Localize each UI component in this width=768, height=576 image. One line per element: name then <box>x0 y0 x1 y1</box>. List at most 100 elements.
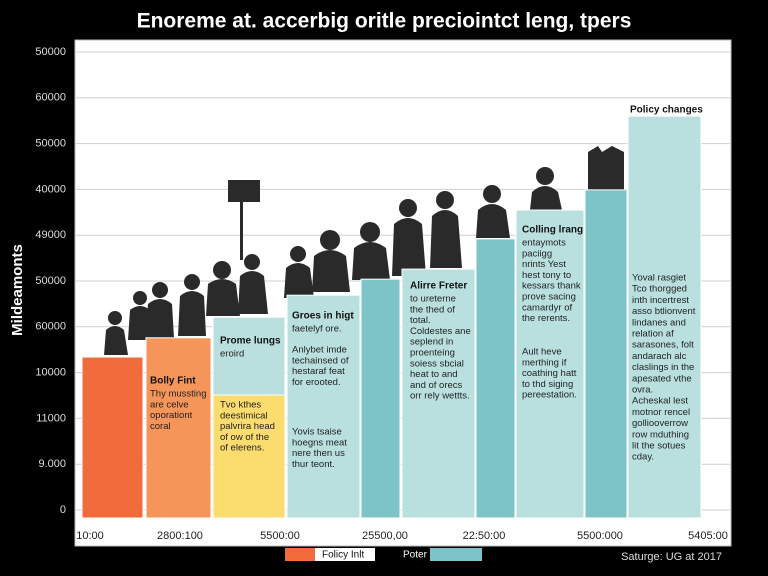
annotation-line: sarasones, folt <box>632 340 694 351</box>
annotation-line: inth incertrest <box>632 295 689 306</box>
legend: Folicy Inlt Poter <box>285 548 482 561</box>
annotation-line: the thed of <box>410 304 455 315</box>
annotation-line: the rerents. <box>522 313 570 324</box>
x-tick-label: 22:50:00 <box>463 530 506 542</box>
source: Saturge: UG at 2017 <box>621 551 722 563</box>
y-tick-label: 49000 <box>35 229 66 241</box>
annotation-line: nere then us <box>292 448 345 459</box>
annotation-line: hest tony to <box>522 270 571 281</box>
y-tick-label: 9.000 <box>38 458 66 470</box>
y-axis-label: Mildeamonts <box>9 244 26 336</box>
annotation-line: paciigg <box>522 248 552 259</box>
y-tick-label: 40000 <box>35 183 66 195</box>
legend-swatch <box>285 548 315 561</box>
annotation-line: oporationt <box>150 410 193 421</box>
annotation-line: techainsed of <box>292 355 349 366</box>
y-tick-label: 10000 <box>35 367 66 379</box>
annotation-heading: Groes in higt <box>292 311 354 322</box>
bar <box>627 115 702 519</box>
annotation-line: orr rely wettts. <box>410 391 470 402</box>
y-tick-label: 11000 <box>36 412 66 424</box>
y-tick-label: 60000 <box>35 92 66 104</box>
annotation-line: eroird <box>220 349 244 360</box>
x-tick-label: 10:00 <box>76 530 104 542</box>
annotation-line: apesated vthe <box>632 373 692 384</box>
annotation-line: Coldestes ane <box>410 326 471 337</box>
annotation-line: andarach alc <box>632 351 687 362</box>
annotation-heading: Colling lrang <box>522 225 583 236</box>
annotation-line: Thy mussting <box>150 389 207 400</box>
annotation-line: to thd siging <box>522 379 573 390</box>
bar <box>401 268 476 519</box>
annotation-line: Yoval rasgiet <box>632 273 686 284</box>
annotation-line: seplend in <box>410 337 453 348</box>
annotation-line: Anlybet imde <box>292 345 347 356</box>
annotation-heading: Bolly Fint <box>150 376 196 387</box>
bar <box>286 294 361 519</box>
annotation-line: hestaraf feat <box>292 366 345 377</box>
annotation-line: deestimical <box>220 410 268 421</box>
bar <box>81 356 144 519</box>
annotation-line: Yovis tsaise <box>292 427 342 438</box>
annotation-line: and of orecs <box>410 380 463 391</box>
bar <box>212 316 286 404</box>
annotation-line: row mduthing <box>632 429 689 440</box>
x-tick-label: 5500:000 <box>577 530 623 542</box>
top-label: Policy changes <box>630 105 703 116</box>
x-tick-label: 5500:00 <box>260 530 300 542</box>
annotation-line: of ow of the <box>220 432 269 443</box>
x-tick-label: 5405:00 <box>688 530 728 542</box>
annotation-line: nrints Yest <box>522 259 566 270</box>
annotation-line: palvrira head <box>220 421 275 432</box>
silhouettes <box>104 146 624 355</box>
annotation-line: soiess sbcial <box>410 358 464 369</box>
annotation-line: golliooverrow <box>632 418 688 429</box>
chart-title: Enoreme at. accerbig oritle preciointct … <box>137 10 632 33</box>
annotation-line: claslings in the <box>632 362 694 373</box>
legend-swatch <box>430 548 482 561</box>
annotation-line: camardyr of <box>522 302 573 313</box>
legend-box <box>315 548 375 561</box>
annotation-line: relation af <box>632 329 674 340</box>
annotation-line: motnor rencel <box>632 407 690 418</box>
bar <box>515 209 585 519</box>
y-tick-label: 50000 <box>35 138 66 150</box>
annotation-line: Tco thorgged <box>632 284 687 295</box>
annotation-line: thur teont. <box>292 459 335 470</box>
annotation-line: coathing hatt <box>522 368 577 379</box>
annotation-line: faetelyf ore. <box>292 324 342 335</box>
annotation-line: Ault heve <box>522 347 562 358</box>
annotation-line: of elerens. <box>220 443 264 454</box>
annotation-line: proenteing <box>410 348 455 359</box>
annotation-line: heat to and <box>410 369 458 380</box>
annotation-line: total. <box>410 315 431 326</box>
y-tick-label: 0 <box>60 504 66 516</box>
annotation-line: pereestation. <box>522 390 577 401</box>
annotation-line: are celve <box>150 399 189 410</box>
annotation-line: Tvo kthes <box>220 400 261 411</box>
annotation-line: kessars thank <box>522 281 581 292</box>
annotation-heading: Alirre Freter <box>410 281 467 292</box>
bar <box>584 189 628 519</box>
y-tick-label: 60000 <box>35 321 66 333</box>
annotation-line: hoegns meat <box>292 437 347 448</box>
legend-label: Poter <box>403 550 428 561</box>
annotation-line: entaymots <box>522 238 566 249</box>
annotation-line: prove sacing <box>522 292 576 303</box>
annotation-line: cday. <box>632 452 654 463</box>
annotation-line: to ureterne <box>410 294 456 305</box>
x-tick-label: 25500,00 <box>362 530 408 542</box>
annotation-line: merthing if <box>522 357 567 368</box>
annotation-line: asso btlionvent <box>632 306 696 317</box>
legend-label: Folicy Inlt <box>322 550 364 561</box>
annotation-line: for erooted. <box>292 377 341 388</box>
bar <box>145 337 212 519</box>
bar <box>475 238 516 519</box>
x-tick-label: 2800:100 <box>157 530 203 542</box>
bar <box>360 278 401 519</box>
bar <box>212 394 286 519</box>
annotation-line: Acheskal lest <box>632 396 688 407</box>
annotation-heading: Prome lungs <box>220 336 281 347</box>
annotation-line: lindanes and <box>632 317 686 328</box>
